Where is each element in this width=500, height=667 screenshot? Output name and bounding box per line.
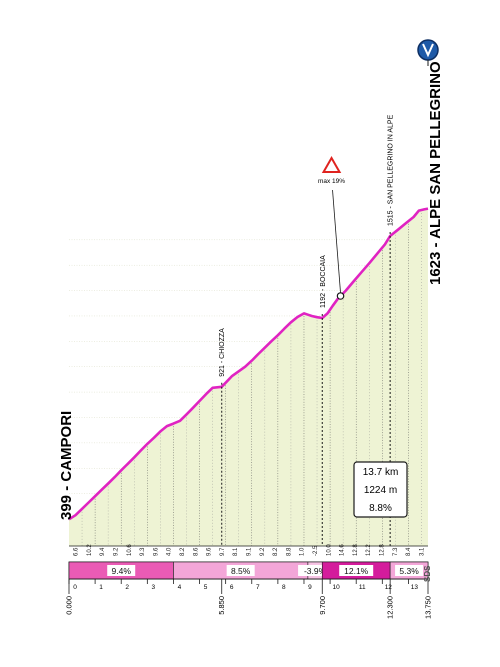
km-tick-label: 6 xyxy=(230,584,234,591)
segment-gradient-label: 1.0 xyxy=(300,547,306,556)
summary-length: 13.7 km xyxy=(363,467,399,478)
section-label-bg xyxy=(226,565,255,576)
section-label: 5.3% xyxy=(399,566,419,576)
segment-gradient-label: 7.3 xyxy=(393,547,399,556)
sds-logo: SDS xyxy=(423,565,432,582)
km-tick-label: 1 xyxy=(99,584,103,591)
segment-gradient-label: 9.1 xyxy=(247,547,253,556)
profile-line xyxy=(68,207,429,521)
max-gradient-label: max 19% xyxy=(318,178,345,185)
km-tick-label: 7 xyxy=(256,584,260,591)
distance-label: 0.000 xyxy=(65,596,74,615)
segment-gradient-label: 10.0 xyxy=(326,544,332,556)
km-tick-label: 11 xyxy=(359,584,366,591)
section-label-bg xyxy=(107,565,136,576)
finish-label: 1623 - ALPE SAN PELLEGRINO xyxy=(427,61,444,285)
distance-label: 13.750 xyxy=(424,596,433,619)
section-label-bg xyxy=(298,565,333,576)
section-label: -3.9% xyxy=(304,566,327,576)
segment-gradient-label: 9.6 xyxy=(207,547,213,556)
finish-badge xyxy=(417,39,439,66)
km-tick-label: 13 xyxy=(411,584,419,591)
segment-gradient-label: 9.4 xyxy=(100,547,106,556)
km-tick-label: 5 xyxy=(204,584,208,591)
segment-gradient-label: 3.1 xyxy=(419,547,425,556)
segment-gradients: 6.6 10.2 9.4 9.2 10.6 9.3 9.6 4.0 8.2 8.6 9.6 9.7 8.… xyxy=(69,544,428,556)
km-tick-label: 9 xyxy=(308,584,312,591)
summary-gradient: 8.8% xyxy=(369,503,392,514)
segment-gradient-label: 12.8 xyxy=(353,544,359,556)
segment-gradient-label: 9.3 xyxy=(140,547,146,556)
section-label: 12.1% xyxy=(344,566,369,576)
segment-gradient-label: 8.2 xyxy=(180,547,186,556)
distance-label: 5.850 xyxy=(217,596,226,615)
segment-gradient-label: 8.8 xyxy=(286,547,292,556)
segment-gradient-label: 10.6 xyxy=(127,544,133,556)
segment-gradient-label: 9.7 xyxy=(220,547,226,556)
segment-gradient-label: 8.6 xyxy=(193,547,199,556)
segment-gradient-label: 9.2 xyxy=(114,547,120,556)
segment-gradient-label: -2.5 xyxy=(313,545,319,556)
segment-gradient-label: 10.2 xyxy=(87,544,93,556)
segment-gradient-label: 14.6 xyxy=(340,544,346,556)
segment-gradient-label: 6.6 xyxy=(74,547,80,556)
max-gradient-dot xyxy=(336,292,345,300)
distance-label: 12.300 xyxy=(386,596,395,619)
segment-gradient-label: 8.1 xyxy=(233,547,239,556)
summary-gain: 1224 m xyxy=(364,485,397,496)
warning-triangle-icon xyxy=(321,155,342,173)
section-label-bg xyxy=(395,565,424,576)
km-tick-label: 10 xyxy=(332,584,340,591)
segment-gradient-label: 12.8 xyxy=(379,544,385,556)
segment-gradient-label: 4.0 xyxy=(167,547,173,556)
section-label: 8.5% xyxy=(231,566,251,576)
waypoint-label: 921 - CHIOZZA xyxy=(219,328,226,377)
section-label: 9.4% xyxy=(112,566,132,576)
km-tick-label: 3 xyxy=(152,584,156,591)
km-tick-label: 8 xyxy=(282,584,286,591)
segment-gradient-label: 8.2 xyxy=(273,547,279,556)
km-tick-label: 12 xyxy=(385,584,393,591)
segment-gradient-label: 9.2 xyxy=(260,547,266,556)
segment-gradient-label: 12.2 xyxy=(366,544,372,556)
segment-gradient-label: 8.4 xyxy=(406,547,412,556)
section-label-bg xyxy=(339,565,374,576)
max-gradient-pointer xyxy=(332,189,341,294)
km-tick-label: 4 xyxy=(178,584,182,591)
start-label: 399 - CAMPORI xyxy=(58,411,75,520)
max-gradient-marker: max 19% xyxy=(318,155,345,300)
km-axis: 0 1 2 3 4 5 6 7 8 9 10 11 12 130.000 5.850 9.700 12.300 1… xyxy=(65,578,433,619)
profile-fill xyxy=(69,208,428,546)
km-tick-label: 2 xyxy=(125,584,129,591)
waypoint-layer: 921 - CHIOZZA 1192 - BOCCAIA 1515 - SAN PE… xyxy=(219,114,395,546)
km-tick-label: 0 xyxy=(73,584,77,591)
distance-label: 9.700 xyxy=(318,596,327,615)
section-bar: 9.4% 8.5% -3.9% 12.1% 5.3% xyxy=(68,561,429,580)
waypoint-label: 1192 - BOCCAIA xyxy=(320,255,327,308)
waypoint-label: 1515 - SAN PELLEGRINO IN ALPE xyxy=(388,114,395,226)
summary-box: 13.7 km 1224 m 8.8% xyxy=(353,461,408,518)
segment-gradient-label: 9.6 xyxy=(153,547,159,556)
